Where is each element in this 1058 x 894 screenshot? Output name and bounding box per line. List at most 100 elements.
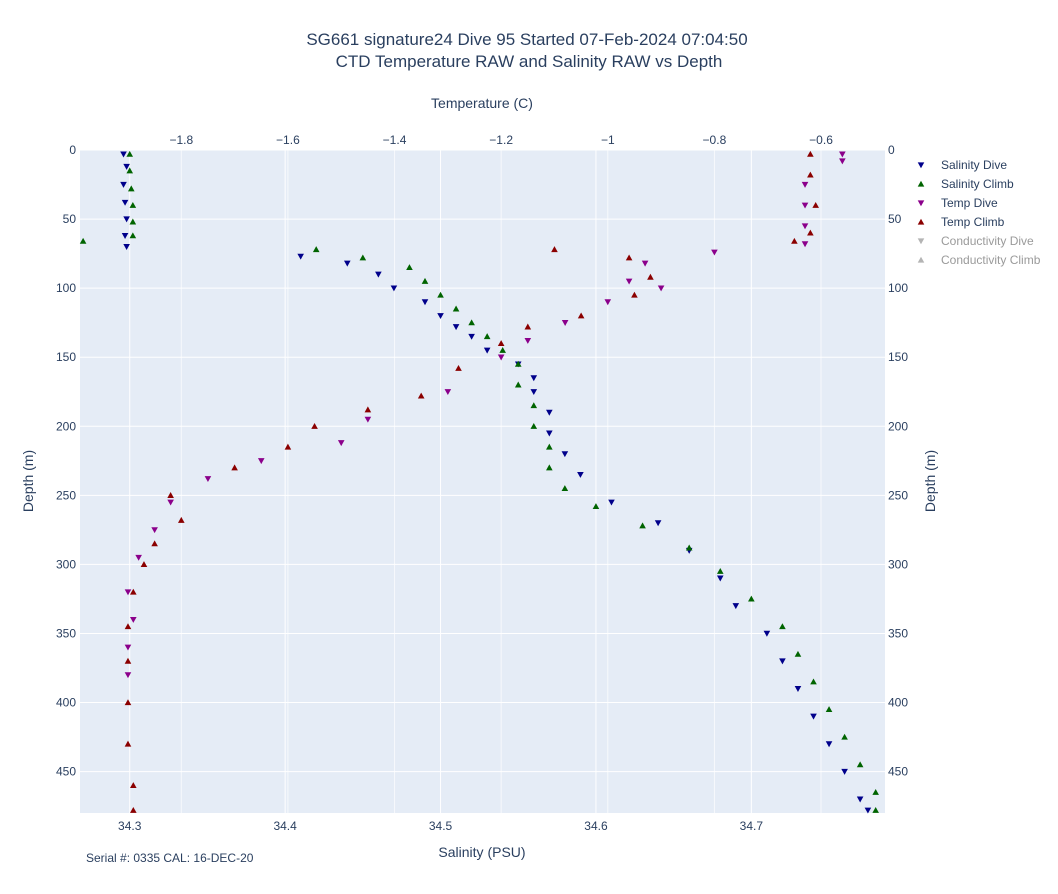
y-tick-label-left: 200 <box>56 419 76 433</box>
salinity-dive-point <box>763 630 771 637</box>
salinity-climb-point <box>437 291 444 298</box>
temp-dive-point <box>257 458 265 465</box>
temp-dive-point <box>337 440 345 447</box>
y-tick-label-left: 350 <box>56 626 76 640</box>
temp-climb-point <box>524 323 532 330</box>
salinity-climb-point <box>126 150 134 157</box>
salinity-dive-point <box>546 409 553 416</box>
y-axis-title-left: Depth (m) <box>20 450 36 512</box>
temp-climb-point <box>812 201 819 208</box>
x-tick-label-salinity: 34.7 <box>740 819 764 833</box>
salinity-dive-point <box>437 313 444 320</box>
x-tick-label-temperature: −1 <box>601 133 615 147</box>
salinity-climb-point <box>129 232 137 239</box>
temp-climb-point <box>124 740 132 747</box>
temp-climb-point <box>417 392 425 399</box>
x-tick-label-temperature: −1.8 <box>169 133 193 147</box>
salinity-climb-point <box>421 277 429 284</box>
legend[interactable]: Salinity Dive Salinity Climb Temp Dive Temp… <box>917 158 1041 267</box>
salinity-climb-point <box>639 522 646 529</box>
grid-lines <box>80 149 885 813</box>
temp-dive-point <box>711 249 718 256</box>
y-tick-label-right: 50 <box>888 212 902 226</box>
legend-item-salinity-dive[interactable]: Salinity Dive <box>917 158 1008 172</box>
legend-item-temp-climb[interactable]: Temp Climb <box>917 215 1005 229</box>
temp-dive-point <box>364 416 372 423</box>
y-tick-label-left: 50 <box>63 212 77 226</box>
temp-climb-point <box>497 340 505 347</box>
salinity-dive-point <box>864 807 872 814</box>
salinity-climb-point <box>126 167 134 174</box>
salinity-dive-point <box>716 575 724 582</box>
salinity-climb-point <box>546 464 553 471</box>
temp-climb-point <box>124 657 132 664</box>
chart-title: SG661 signature24 Dive 95 Started 07-Feb… <box>306 30 747 49</box>
y-tick-label-left: 400 <box>56 696 76 710</box>
temp-dive-point <box>135 554 142 561</box>
temp-climb-point <box>647 273 654 280</box>
x-axis-title-bottom: Salinity (PSU) <box>438 844 525 860</box>
salinity-climb-point <box>530 402 538 409</box>
tick-labels: 0 0 50 50 100 100 150 150 200 200 250 250 300 300 350 3… <box>56 133 908 833</box>
y-tick-label-left: 250 <box>56 488 76 502</box>
temp-climb-point <box>130 588 137 595</box>
salinity-climb-point <box>546 443 553 450</box>
temp-dive-point <box>561 320 569 326</box>
plot-area <box>80 150 885 813</box>
salinity-dive-point <box>468 333 475 340</box>
x-axis-title-top: Temperature (C) <box>431 95 533 111</box>
salinity-climb-point <box>406 264 413 271</box>
temp-dive-point <box>130 616 137 623</box>
legend-marker-salinity-dive <box>917 162 925 169</box>
temp-climb-point <box>124 699 132 706</box>
legend-label-conductivity-dive: Conductivity Dive <box>941 234 1034 248</box>
y-tick-label-left: 100 <box>56 281 76 295</box>
salinity-dive-point <box>841 768 848 775</box>
temp-climb-point <box>807 150 814 157</box>
temp-dive-point <box>625 278 633 285</box>
salinity-climb-point <box>810 678 817 685</box>
legend-item-conductivity-climb[interactable]: Conductivity Climb <box>917 253 1041 267</box>
y-tick-label-right: 150 <box>888 350 908 364</box>
y-tick-label-right: 450 <box>888 765 908 779</box>
salinity-climb-point <box>685 544 693 551</box>
temp-dive-point <box>839 151 846 158</box>
legend-label-conductivity-climb: Conductivity Climb <box>941 253 1041 267</box>
temp-dive-point <box>524 337 532 344</box>
temp-dive-point <box>801 223 809 230</box>
legend-item-conductivity-dive[interactable]: Conductivity Dive <box>917 234 1034 248</box>
salinity-dive-point <box>120 151 127 158</box>
salinity-climb-point <box>127 185 135 192</box>
temp-climb-point <box>364 406 372 413</box>
salinity-climb-point <box>312 246 320 253</box>
salinity-climb-point <box>514 381 522 388</box>
legend-item-temp-dive[interactable]: Temp Dive <box>917 196 998 210</box>
salinity-climb-point <box>872 806 879 813</box>
temp-dive-point <box>167 499 174 506</box>
salinity-climb-point <box>468 319 475 326</box>
temp-dive-point <box>657 285 665 292</box>
temp-dive-point <box>839 158 846 165</box>
salinity-climb-point <box>748 595 755 602</box>
x-tick-label-salinity: 34.6 <box>584 819 608 833</box>
y-tick-label-right: 200 <box>888 419 908 433</box>
salinity-dive-point <box>856 796 864 803</box>
y-axis-title-right: Depth (m) <box>922 450 938 512</box>
temp-climb-point <box>140 561 148 568</box>
salinity-dive-point <box>654 520 662 527</box>
legend-item-salinity-climb[interactable]: Salinity Climb <box>917 177 1014 191</box>
y-tick-label-right: 100 <box>888 281 908 295</box>
temp-climb-point <box>231 464 238 471</box>
temp-dive-point <box>124 672 132 679</box>
y-tick-label-left: 150 <box>56 350 76 364</box>
y-tick-label-right: 300 <box>888 557 908 571</box>
temp-climb-point <box>631 291 638 298</box>
salinity-climb-point <box>856 761 864 768</box>
salinity-climb-point <box>129 201 137 208</box>
y-tick-label-right: 400 <box>888 696 908 710</box>
salinity-dive-point <box>530 375 538 382</box>
chart-subtitle: CTD Temperature RAW and Salinity RAW vs … <box>336 52 723 71</box>
temp-dive-point <box>801 202 809 209</box>
salinity-climb-point <box>841 733 848 740</box>
